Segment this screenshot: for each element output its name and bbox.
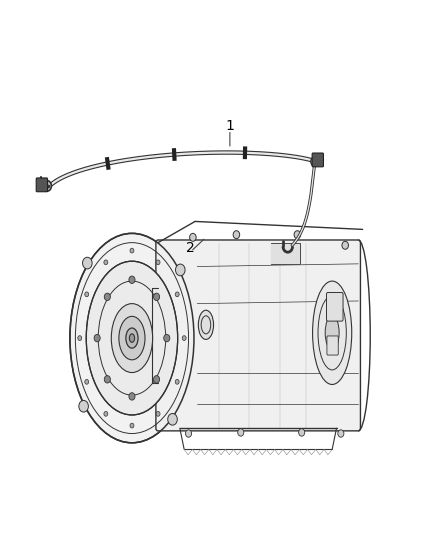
Ellipse shape (104, 411, 108, 416)
Ellipse shape (126, 328, 138, 348)
Ellipse shape (190, 233, 196, 241)
Ellipse shape (129, 393, 135, 400)
Ellipse shape (156, 260, 160, 265)
Ellipse shape (111, 304, 152, 373)
Ellipse shape (129, 334, 134, 342)
Ellipse shape (78, 336, 82, 341)
Ellipse shape (338, 430, 344, 437)
FancyBboxPatch shape (326, 293, 343, 321)
Ellipse shape (342, 241, 349, 249)
FancyBboxPatch shape (312, 153, 323, 167)
Ellipse shape (299, 429, 305, 436)
Ellipse shape (85, 292, 88, 297)
Ellipse shape (156, 411, 160, 416)
Ellipse shape (168, 414, 177, 425)
Ellipse shape (175, 379, 179, 384)
Ellipse shape (311, 157, 319, 166)
Ellipse shape (175, 292, 179, 297)
Ellipse shape (82, 257, 92, 269)
Ellipse shape (129, 276, 135, 284)
Text: 2: 2 (186, 241, 195, 255)
Ellipse shape (182, 336, 186, 341)
Ellipse shape (130, 423, 134, 428)
Ellipse shape (104, 293, 110, 301)
Ellipse shape (70, 233, 194, 443)
Ellipse shape (43, 181, 51, 191)
Ellipse shape (119, 317, 145, 360)
Ellipse shape (198, 310, 214, 340)
Polygon shape (271, 243, 300, 264)
Ellipse shape (238, 429, 244, 436)
FancyBboxPatch shape (327, 336, 338, 355)
Ellipse shape (325, 316, 339, 350)
Ellipse shape (294, 231, 300, 239)
Ellipse shape (104, 376, 110, 383)
Ellipse shape (85, 379, 88, 384)
Ellipse shape (130, 248, 134, 253)
Ellipse shape (154, 376, 159, 383)
Ellipse shape (94, 334, 100, 342)
Ellipse shape (313, 281, 352, 384)
FancyBboxPatch shape (156, 240, 360, 431)
Ellipse shape (176, 264, 185, 276)
Ellipse shape (104, 260, 108, 265)
Ellipse shape (154, 293, 159, 301)
Ellipse shape (233, 231, 240, 239)
Ellipse shape (164, 334, 170, 342)
Ellipse shape (185, 430, 191, 437)
FancyBboxPatch shape (36, 178, 47, 192)
Ellipse shape (86, 261, 178, 415)
Ellipse shape (79, 400, 88, 412)
Text: 1: 1 (226, 119, 234, 133)
